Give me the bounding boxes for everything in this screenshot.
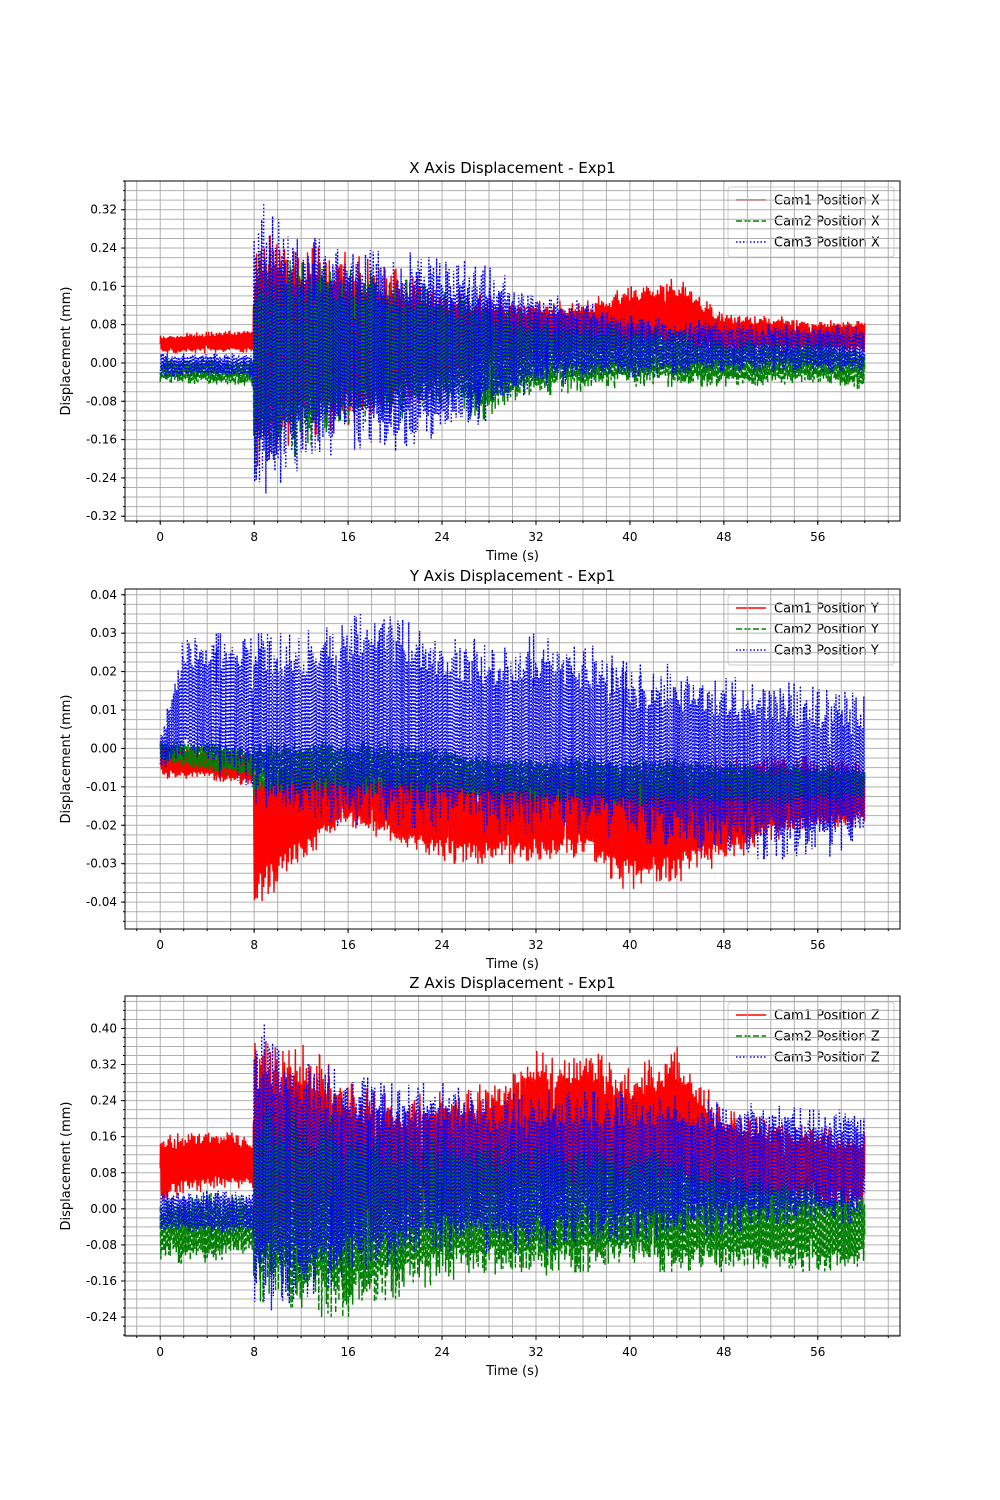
x-tick-label: 48 xyxy=(716,938,731,952)
legend-label: Cam2 Position X xyxy=(774,215,880,230)
x-axis-panel: X Axis Displacement - Exp1 Time (s) Disp… xyxy=(59,159,901,564)
y-axis-displacement-label: Displacement (mm) xyxy=(59,695,74,824)
series-line xyxy=(159,1023,866,1311)
y-tick-label: 0.04 xyxy=(90,588,117,602)
legend-label: Cam3 Position X xyxy=(774,236,880,251)
y-tick-label: 0.16 xyxy=(90,1130,117,1144)
series-line xyxy=(159,1100,866,1318)
plot-area xyxy=(159,1023,866,1318)
x-tick-label: 24 xyxy=(434,530,449,544)
z-axis-panel: Z Axis Displacement - Exp1 Time (s) Disp… xyxy=(59,974,901,1379)
y-tick-label: -0.32 xyxy=(86,509,117,523)
x-tick-label: 16 xyxy=(340,938,355,952)
y-axis-time-label: Time (s) xyxy=(485,957,539,972)
x-axis-legend: Cam1 Position X Cam2 Position X Cam3 Posit… xyxy=(727,186,895,258)
y-tick-label: 0.32 xyxy=(90,1058,117,1072)
y-tick-label: 0.08 xyxy=(90,1166,117,1180)
y-tick-label: 0.24 xyxy=(90,1094,117,1108)
x-tick-label: 48 xyxy=(716,530,731,544)
y-tick-label: -0.16 xyxy=(86,433,117,447)
legend-label: Cam3 Position Y xyxy=(774,644,879,659)
y-tick-label: -0.24 xyxy=(86,1310,117,1324)
x-tick-label: 32 xyxy=(528,938,543,952)
y-tick-label: 0.00 xyxy=(90,741,117,755)
series-line xyxy=(159,612,866,860)
z-axis-time-label: Time (s) xyxy=(485,1364,539,1379)
x-tick-label: 56 xyxy=(810,530,825,544)
y-tick-label: 0.16 xyxy=(90,279,117,293)
legend-box xyxy=(727,186,895,258)
x-tick-label: 48 xyxy=(716,1345,731,1359)
y-tick-label: -0.01 xyxy=(86,780,117,794)
legend-label: Cam1 Position Y xyxy=(774,602,879,617)
x-axis-displacement-label: Displacement (mm) xyxy=(59,287,74,416)
y-tick-label: 0.32 xyxy=(90,203,117,217)
y-axis-panel: Y Axis Displacement - Exp1 Time (s) Disp… xyxy=(59,567,901,972)
x-axis-title: X Axis Displacement - Exp1 xyxy=(409,159,615,177)
x-tick-label: 40 xyxy=(622,1345,637,1359)
x-tick-label: 0 xyxy=(156,938,164,952)
x-tick-label: 24 xyxy=(434,1345,449,1359)
y-tick-label: -0.24 xyxy=(86,471,117,485)
x-tick-label: 40 xyxy=(622,938,637,952)
y-tick-label: -0.08 xyxy=(86,1238,117,1252)
z-axis-displacement-label: Displacement (mm) xyxy=(59,1102,74,1231)
y-tick-label: 0.08 xyxy=(90,318,117,332)
y-axis-legend: Cam1 Position Y Cam2 Position Y Cam3 Posit… xyxy=(727,594,895,666)
y-tick-label: 0.03 xyxy=(90,626,117,640)
legend-label: Cam3 Position Z xyxy=(774,1051,880,1066)
y-tick-label: 0.02 xyxy=(90,665,117,679)
x-tick-label: 16 xyxy=(340,530,355,544)
legend-label: Cam1 Position X xyxy=(774,194,880,209)
y-tick-label: -0.03 xyxy=(86,857,117,871)
y-tick-label: 0.24 xyxy=(90,241,117,255)
x-tick-label: 32 xyxy=(528,1345,543,1359)
x-tick-label: 56 xyxy=(810,1345,825,1359)
x-tick-label: 24 xyxy=(434,938,449,952)
y-tick-label: -0.02 xyxy=(86,818,117,832)
x-tick-label: 40 xyxy=(622,530,637,544)
legend-label: Cam2 Position Y xyxy=(774,623,879,638)
y-tick-label: -0.08 xyxy=(86,394,117,408)
y-tick-label: 0.00 xyxy=(90,1202,117,1216)
y-tick-label: 0.40 xyxy=(90,1021,117,1035)
x-axis-time-label: Time (s) xyxy=(485,549,539,564)
y-tick-label: -0.04 xyxy=(86,895,117,909)
y-tick-label: 0.01 xyxy=(90,703,117,717)
plot-area xyxy=(159,203,866,494)
y-tick-label: 0.00 xyxy=(90,356,117,370)
x-tick-label: 56 xyxy=(810,938,825,952)
x-tick-label: 8 xyxy=(250,938,258,952)
x-tick-label: 8 xyxy=(250,1345,258,1359)
x-tick-label: 32 xyxy=(528,530,543,544)
x-tick-label: 8 xyxy=(250,530,258,544)
z-axis-title: Z Axis Displacement - Exp1 xyxy=(409,974,615,992)
x-tick-label: 0 xyxy=(156,1345,164,1359)
x-tick-label: 0 xyxy=(156,530,164,544)
x-tick-label: 16 xyxy=(340,1345,355,1359)
plot-area xyxy=(159,612,866,902)
y-axis-title: Y Axis Displacement - Exp1 xyxy=(409,567,615,585)
y-tick-label: -0.16 xyxy=(86,1274,117,1288)
